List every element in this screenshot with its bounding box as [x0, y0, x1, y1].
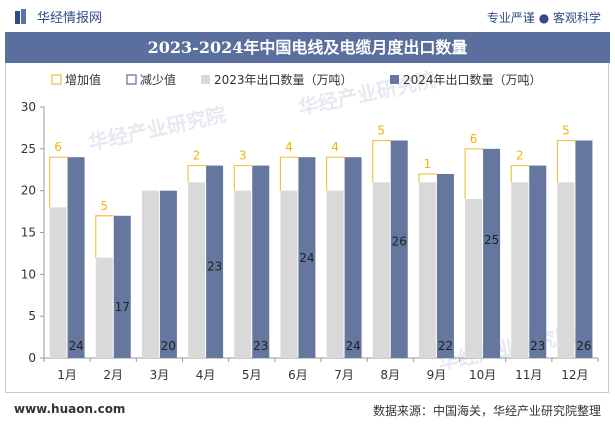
- data-label-2024: 20: [161, 339, 176, 353]
- increase-label: 2: [516, 149, 524, 163]
- increase-box: [325, 156, 345, 191]
- x-tick-label: 11月: [515, 368, 542, 382]
- increase-label: 4: [285, 140, 293, 154]
- bar-2023: [49, 207, 67, 358]
- increase-box: [279, 156, 299, 191]
- increase-box: [372, 139, 391, 183]
- bar-2023: [234, 190, 252, 358]
- increase-box: [48, 156, 68, 208]
- bar-2023: [557, 182, 575, 358]
- increase-box: [233, 164, 253, 191]
- legend-label-2: 2023年出口数量（万吨）: [214, 72, 353, 87]
- y-tick-label: 0: [28, 351, 36, 365]
- legend-label-1: 减少值: [140, 72, 176, 87]
- bar-2023: [95, 257, 113, 358]
- x-tick-label: 2月: [103, 368, 123, 382]
- x-tick-label: 6月: [288, 368, 308, 382]
- bar-2023: [280, 190, 298, 358]
- x-tick-label: 10月: [469, 368, 496, 382]
- y-tick-label: 25: [21, 142, 36, 156]
- bar-2023: [141, 190, 159, 358]
- increase-label: 1: [424, 157, 432, 171]
- y-tick-label: 5: [28, 309, 36, 323]
- x-tick-label: 1月: [57, 368, 77, 382]
- increase-box: [464, 148, 484, 200]
- y-tick-label: 10: [21, 267, 36, 281]
- increase-box: [187, 164, 207, 183]
- data-source: 数据来源：中国海关，华经产业研究院整理: [372, 404, 601, 418]
- chart-frame: [5, 63, 609, 393]
- legend-s23-swatch: [201, 75, 210, 84]
- x-tick-label: 9月: [427, 368, 447, 382]
- bar-2023: [511, 182, 529, 358]
- bar-2024: [298, 157, 316, 358]
- increase-label: 6: [54, 140, 62, 154]
- data-label-2024: 23: [530, 339, 545, 353]
- logo-icon: [15, 8, 31, 25]
- increase-label: 5: [377, 123, 385, 137]
- bar-2023: [418, 182, 436, 358]
- bar-2024: [390, 140, 408, 358]
- bar-2023: [372, 182, 390, 358]
- increase-box: [95, 215, 114, 258]
- bar-2024: [206, 165, 224, 358]
- increase-box: [418, 173, 437, 183]
- increase-box: [556, 139, 576, 183]
- legend-increase-swatch: [51, 74, 62, 85]
- increase-box: [510, 164, 530, 183]
- x-tick-label: 4月: [196, 368, 216, 382]
- data-label-2024: 17: [115, 300, 130, 314]
- data-label-2024: 23: [253, 339, 268, 353]
- increase-label: 6: [470, 132, 478, 146]
- legend-label-3: 2024年出口数量（万吨）: [403, 72, 542, 87]
- data-label-2024: 25: [484, 233, 499, 247]
- brand-name: 华经情报网: [37, 11, 103, 26]
- brand: 华经情报网: [15, 7, 102, 26]
- footer: www.huaon.com 数据来源：中国海关，华经产业研究院整理: [0, 393, 615, 427]
- bar-2024: [344, 157, 362, 358]
- x-tick-label: 3月: [150, 368, 170, 382]
- x-tick-label: 7月: [334, 368, 354, 382]
- legend-label-0: 增加值: [65, 72, 101, 87]
- x-tick-label: 12月: [561, 368, 588, 382]
- bar-2024: [159, 190, 177, 358]
- watermark-text-2: 华经产业研究院: [436, 322, 578, 375]
- x-tick-label: 5月: [242, 368, 262, 382]
- bar-2023: [188, 182, 206, 358]
- data-label-2024: 26: [392, 234, 407, 248]
- tagline: 专业严谨 ● 客观科学: [486, 11, 601, 25]
- bar-2024: [252, 165, 270, 358]
- increase-label: 5: [562, 123, 570, 137]
- watermark-text-0: 华经产业研究院: [86, 102, 228, 155]
- bar-2023: [326, 190, 344, 358]
- legend-decrease-swatch: [126, 74, 137, 85]
- bar-2024: [113, 215, 131, 358]
- data-label-2024: 24: [68, 339, 83, 353]
- website-link[interactable]: www.huaon.com: [14, 402, 126, 416]
- y-tick-label: 20: [21, 184, 36, 198]
- increase-label: 2: [193, 149, 201, 163]
- bar-2024: [529, 165, 547, 358]
- bar-2024: [575, 140, 593, 358]
- bar-2024: [67, 157, 85, 358]
- increase-label: 4: [331, 140, 339, 154]
- bar-2023: [465, 199, 483, 358]
- x-tick-label: 8月: [380, 368, 400, 382]
- data-label-2024: 24: [345, 339, 360, 353]
- y-tick-label: 15: [21, 226, 36, 240]
- bar-2024: [436, 173, 454, 358]
- chart-title: 2023-2024年中国电线及电缆月度出口数量: [5, 32, 610, 63]
- data-label-2024: 23: [207, 260, 222, 274]
- legend-s24-swatch: [390, 75, 399, 84]
- increase-label: 5: [100, 199, 108, 213]
- increase-label: 3: [239, 149, 247, 163]
- data-label-2024: 22: [438, 339, 453, 353]
- data-label-2024: 24: [299, 251, 314, 265]
- top-bar: 华经情报网 专业严谨 ● 客观科学: [0, 0, 615, 32]
- bar-2024: [483, 148, 501, 358]
- y-tick-label: 30: [21, 100, 36, 114]
- data-label-2024: 26: [576, 339, 591, 353]
